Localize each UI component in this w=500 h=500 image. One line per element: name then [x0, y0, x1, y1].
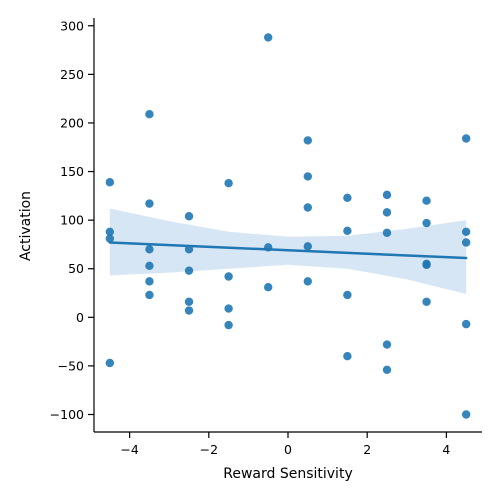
data-point	[145, 110, 154, 119]
y-tick-label: 300	[60, 18, 84, 33]
x-axis-label: Reward Sensitivity	[223, 466, 352, 482]
data-point	[105, 358, 115, 368]
regression-line	[108, 241, 468, 260]
data-point	[224, 304, 233, 313]
data-point	[343, 351, 352, 361]
data-point	[303, 203, 312, 212]
axes-layer: −4 −2 0 2 4 −100 −50 0 50 100 150 200 250 300	[50, 18, 482, 457]
data-point	[303, 172, 312, 181]
y-tick-label: 200	[60, 115, 84, 130]
data-point	[105, 234, 115, 243]
data-point	[382, 228, 392, 237]
data-point	[105, 227, 115, 237]
x-tick-label: −4	[120, 442, 138, 457]
data-point	[461, 410, 471, 419]
data-point	[224, 179, 233, 188]
regression-line-layer	[108, 241, 468, 260]
data-point	[184, 212, 194, 221]
data-point	[145, 277, 154, 286]
data-point	[382, 190, 392, 200]
data-point	[422, 297, 431, 306]
data-point	[264, 243, 273, 252]
data-point	[461, 319, 471, 329]
x-tick-label: 2	[363, 442, 371, 457]
y-tick-label: 0	[76, 310, 84, 325]
data-point	[303, 277, 312, 286]
data-point	[145, 245, 154, 254]
data-point	[343, 193, 352, 202]
y-tick-label: −50	[58, 358, 84, 373]
data-points-layer	[105, 33, 471, 419]
data-point	[461, 134, 471, 143]
data-point	[145, 199, 154, 208]
data-point	[184, 245, 194, 254]
data-point	[105, 178, 115, 187]
data-point	[264, 33, 273, 42]
x-tick-label: −2	[200, 442, 218, 457]
data-point	[343, 290, 352, 300]
y-tick-label: 150	[60, 164, 84, 179]
data-point	[382, 208, 392, 217]
data-point	[303, 136, 312, 145]
y-tick-label: 50	[68, 261, 84, 276]
data-point	[461, 227, 471, 237]
x-tick-label: 4	[442, 442, 450, 457]
data-point	[264, 282, 273, 292]
data-point	[461, 238, 471, 247]
y-tick-label: 250	[60, 67, 84, 82]
data-point	[422, 218, 431, 228]
data-point	[382, 340, 392, 349]
data-point	[382, 365, 392, 375]
data-point	[224, 272, 233, 281]
y-axis-label: Activation	[18, 191, 34, 261]
data-point	[145, 261, 154, 271]
x-tick-label: 0	[284, 442, 292, 457]
data-point	[184, 306, 194, 315]
y-tick-label: 100	[60, 213, 84, 228]
data-point	[422, 196, 431, 205]
data-point	[184, 266, 194, 275]
data-point	[303, 242, 312, 251]
data-point	[422, 260, 431, 270]
data-point	[184, 297, 194, 306]
data-point	[224, 320, 233, 330]
data-point	[145, 290, 154, 300]
y-tick-label: −100	[50, 407, 84, 422]
data-point	[343, 226, 352, 236]
